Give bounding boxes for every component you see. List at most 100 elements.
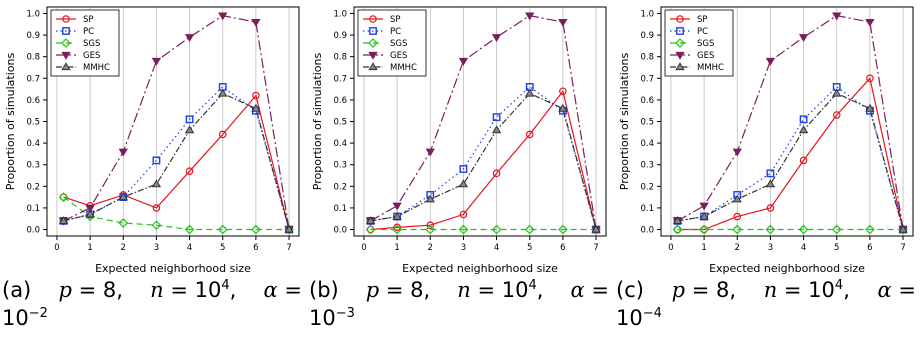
data-point	[491, 125, 502, 134]
data-point	[865, 224, 875, 235]
legend-marker	[368, 38, 378, 48]
data-point	[699, 202, 709, 211]
data-point	[152, 156, 161, 165]
series-line	[677, 92, 904, 230]
data-point	[393, 223, 401, 232]
y-tick-label: 0.9	[333, 31, 347, 41]
data-point	[558, 18, 568, 27]
line-chart-a: 0.0 0.1 0.2 0.3 0.4 0.5 0.6 0.7 0.8 0.9 1.0 0 1 2 3 4 5 6…	[4, 6, 300, 275]
caption-label: (b)	[309, 278, 339, 302]
data-point	[425, 194, 435, 203]
caption-alpha-exp: −3	[335, 306, 355, 321]
y-tick-label: 0.2	[640, 182, 654, 192]
legend-marker	[368, 62, 378, 71]
legend-item: MMHC	[56, 62, 110, 73]
data-point	[591, 224, 601, 233]
data-point	[58, 216, 69, 225]
data-point	[185, 167, 194, 175]
legend-item: PC	[363, 27, 401, 37]
x-tick-label: 1	[87, 243, 92, 253]
data-point	[525, 12, 535, 21]
data-point	[832, 88, 842, 97]
data-point	[218, 12, 228, 21]
legend-item: SP	[363, 15, 401, 25]
legend-marker	[61, 38, 71, 48]
data-point	[798, 224, 809, 235]
data-point	[765, 179, 776, 188]
data-point	[558, 103, 568, 112]
data-point	[85, 209, 95, 218]
data-point	[151, 57, 162, 66]
data-point	[832, 111, 841, 119]
legend-marker	[676, 15, 684, 23]
y-tick-label: 0.3	[640, 161, 654, 171]
y-axis-label: Proportion of simulations	[311, 53, 324, 191]
data-point	[365, 224, 376, 235]
y-tick-label: 0.9	[26, 31, 40, 41]
grid	[670, 7, 904, 236]
data-point	[152, 204, 161, 212]
series-sgs	[672, 224, 908, 235]
series-sp	[366, 87, 600, 234]
series-sp	[673, 74, 907, 234]
data-point	[425, 148, 435, 157]
caption-p: 8	[715, 278, 730, 302]
caption-n: 10	[501, 278, 529, 302]
series-pc	[673, 83, 907, 234]
series-mmhc	[672, 88, 908, 233]
legend: SP PC SGS GES MMHC	[357, 9, 427, 77]
series-line	[63, 92, 290, 230]
legend: SP PC SGS GES MMHC	[50, 9, 120, 77]
chart-panel-c: 0.0 0.1 0.2 0.3 0.4 0.5 0.6 0.7 0.8 0.9 1.0 0 1 2 3 4 5 6…	[614, 0, 921, 348]
data-point	[699, 211, 709, 220]
legend-box	[357, 9, 427, 77]
legend-item: PC	[56, 27, 94, 37]
caption-alpha: 10	[2, 306, 29, 330]
data-point	[392, 224, 402, 235]
x-tick-label: 5	[527, 243, 532, 253]
legend: SP PC SGS GES MMHC	[664, 9, 734, 77]
x-tick-label: 0	[361, 243, 366, 253]
x-tick-label: 2	[428, 243, 433, 253]
y-tick-label: 0.1	[333, 204, 347, 214]
y-tick-label: 0.4	[640, 139, 654, 149]
y-axis-label: Proportion of simulations	[4, 53, 17, 191]
legend-label: GES	[697, 51, 714, 61]
data-point	[765, 57, 776, 66]
y-axis: 0.0 0.1 0.2 0.3 0.4 0.5 0.6 0.7 0.8 0.9 1.0	[26, 9, 47, 236]
data-point	[732, 224, 743, 235]
data-point	[458, 224, 469, 235]
y-tick-label: 0.2	[26, 182, 40, 192]
legend-item: MMHC	[670, 62, 724, 73]
chart-panel-b: 0.0 0.1 0.2 0.3 0.4 0.5 0.6 0.7 0.8 0.9 1.0 0 1 2 3 4 5 6…	[307, 0, 614, 348]
series-line	[63, 94, 290, 230]
x-tick-label: 3	[768, 243, 773, 253]
x-tick-label: 0	[668, 243, 673, 253]
data-point	[733, 212, 742, 221]
y-tick-label: 0.6	[640, 96, 654, 106]
data-point	[766, 169, 775, 178]
x-tick-label: 3	[461, 243, 466, 253]
legend-marker	[61, 51, 71, 60]
caption-n: 10	[194, 278, 222, 302]
y-tick-label: 0.0	[640, 226, 654, 236]
data-point	[732, 194, 742, 203]
x-axis: 0 1 2 3 4 5 6 7	[361, 236, 599, 253]
caption-b: (b) p = 8, n = 104, α = 10−3	[309, 278, 609, 330]
y-tick-label: 0.0	[26, 226, 40, 236]
data-point	[251, 224, 261, 235]
data-point	[525, 130, 534, 139]
y-tick-label: 0.4	[26, 139, 40, 149]
data-point	[459, 210, 468, 219]
data-point	[491, 224, 502, 235]
x-tick-label: 5	[220, 243, 225, 253]
legend-marker	[675, 51, 685, 60]
caption-n: 10	[808, 278, 835, 302]
y-tick-label: 0.7	[26, 74, 40, 84]
y-tick-label: 0.8	[26, 53, 40, 63]
data-point	[184, 34, 195, 43]
legend-marker	[368, 51, 378, 60]
legend-item: GES	[670, 51, 714, 61]
caption-p: 8	[102, 278, 117, 302]
series-line	[370, 89, 597, 231]
